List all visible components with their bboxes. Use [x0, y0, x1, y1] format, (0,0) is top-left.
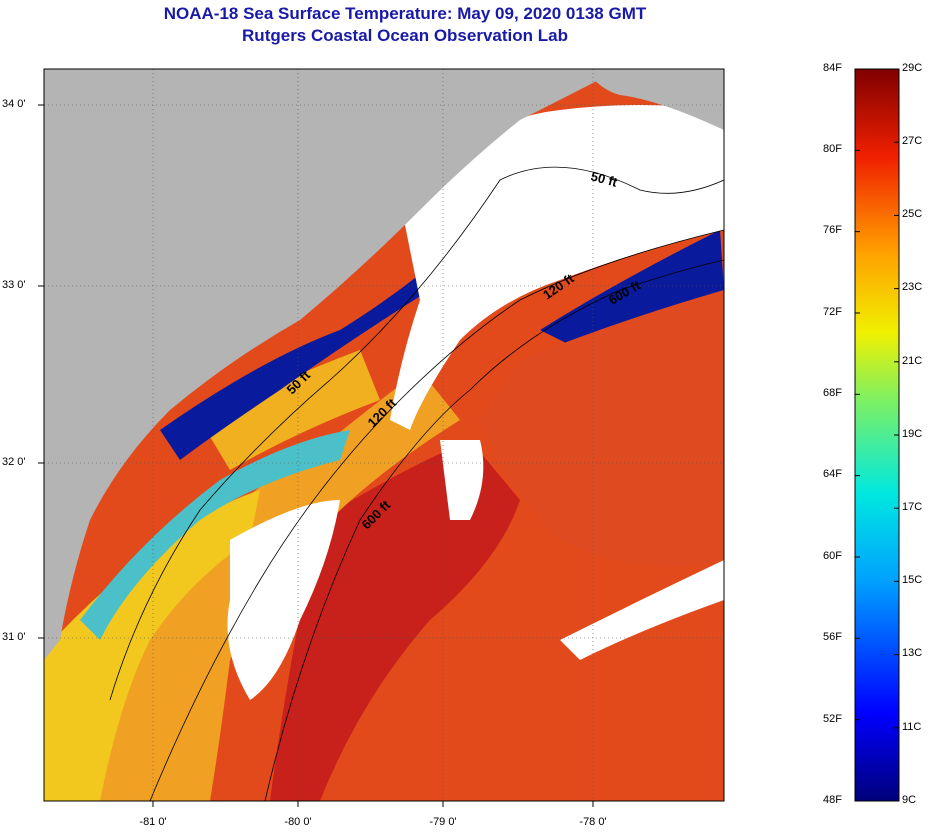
land-northeast [585, 69, 724, 130]
colorbar-c-17: 17C [902, 501, 923, 513]
lat-lon-grid [44, 69, 724, 801]
lat-label-31: 31 0' [2, 631, 26, 643]
colorbar-c-13: 13C [902, 647, 923, 659]
map-frame [43, 68, 725, 802]
contour-label-50ft-north: 50 ft [589, 168, 619, 190]
lat-label-32: 32 0' [2, 456, 26, 468]
lat-label-33: 33 0' [2, 279, 26, 291]
colorbar-f-76: 76F [823, 224, 842, 236]
cloud-gulf [440, 440, 484, 520]
colorbar-f-48: 48F [823, 794, 842, 806]
colorbar-f-64: 64F [823, 468, 842, 480]
offshore-cold-strip [540, 230, 724, 350]
colorbar-f-56: 56F [823, 631, 842, 643]
colorbar-f-68: 68F [823, 387, 842, 399]
colorbar-c-21: 21C [902, 355, 923, 367]
shelf-yellow-water [44, 490, 260, 801]
colorbar-c-23: 23C [902, 281, 923, 293]
colorbar-c-29: 29C [902, 62, 923, 74]
colorbar-f-60: 60F [823, 550, 842, 562]
map-title: NOAA-18 Sea Surface Temperature: May 09,… [163, 4, 647, 23]
colorbar-f-72: 72F [823, 306, 842, 318]
offshore-speckled-region [480, 290, 724, 567]
contour-120ft-line [149, 229, 724, 801]
map-frame-content [44, 69, 724, 801]
colorbar-ticks [855, 68, 899, 802]
coastal-cool-band [80, 430, 350, 640]
lat-label-34: 34 0' [2, 98, 26, 110]
land-mass [44, 69, 620, 660]
colorbar-c-9: 9C [902, 794, 917, 806]
colorbar [854, 68, 900, 802]
colorbar-c-27: 27C [902, 135, 923, 147]
lon-label-80: -80 0' [284, 816, 312, 828]
axis-ticks [38, 104, 594, 807]
cloud-north [390, 105, 724, 430]
colorbar-c-19: 19C [902, 428, 923, 440]
coastal-cold-strip [160, 160, 540, 460]
colorbar-c-25: 25C [902, 208, 923, 220]
cloud-shelf [227, 500, 340, 700]
colorbar-f-52: 52F [823, 713, 842, 725]
colorbar-c-11: 11C [902, 721, 922, 733]
lon-label-81: -81 0' [139, 816, 167, 828]
lon-label-79: -79 0' [429, 816, 457, 828]
shelf-orange-patch [200, 350, 380, 470]
map-subtitle: Rutgers Coastal Ocean Observation Lab [242, 26, 568, 45]
lon-label-78: -78 0' [579, 816, 607, 828]
colorbar-f-80: 80F [823, 143, 842, 155]
colorbar-f-84: 84F [823, 62, 842, 74]
contour-50ft-line [109, 166, 724, 701]
cloud-southeast [560, 560, 724, 660]
colorbar-c-15: 15C [902, 574, 923, 586]
